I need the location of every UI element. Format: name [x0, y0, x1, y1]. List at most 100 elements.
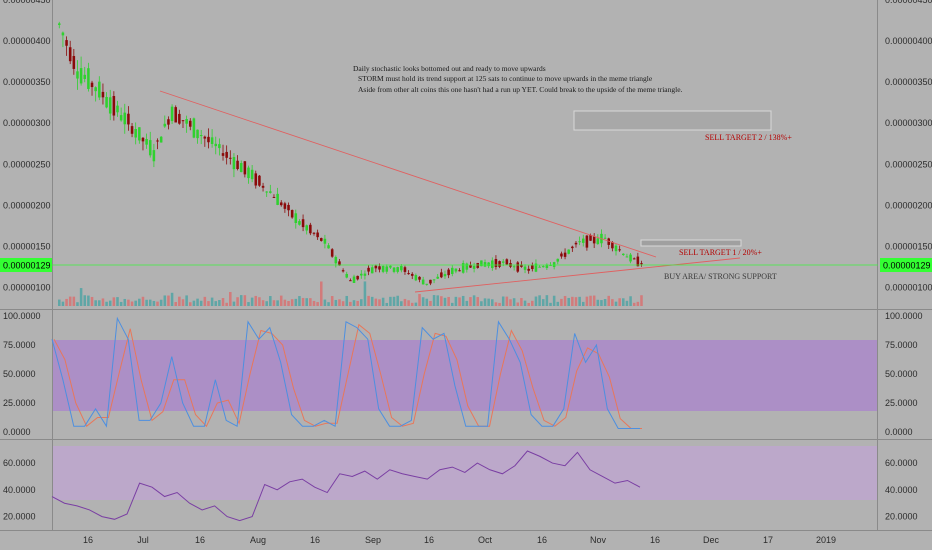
volume-bar [509, 299, 512, 306]
rsi-tick-label-right: 40.0000 [885, 485, 918, 495]
volume-bar [381, 297, 385, 306]
candle-body [203, 136, 207, 139]
x-tick-label: 17 [763, 535, 773, 545]
volume-bar [629, 296, 632, 306]
volume-bar [229, 291, 232, 306]
volume-bar [108, 300, 112, 306]
candle-body [305, 225, 308, 231]
candle-body [527, 268, 530, 271]
price-tick-label-right: 0.00000100 [885, 282, 932, 292]
volume-bar [523, 300, 527, 306]
candle-body [563, 252, 567, 257]
candle-body [156, 140, 159, 142]
volume-bar [483, 298, 487, 306]
candle-body [574, 242, 578, 245]
candle-body [425, 283, 429, 285]
last-price-tag-left [0, 258, 52, 272]
price-tick-label-right: 0.00000250 [885, 159, 932, 169]
candle-body [520, 264, 523, 267]
volume-bar [560, 298, 563, 306]
candle-body [330, 249, 334, 257]
candle-body [207, 136, 210, 143]
candle-body [199, 135, 203, 137]
volume-bars [58, 281, 643, 306]
volume-bar [607, 295, 611, 306]
x-tick-label: 16 [310, 535, 320, 545]
rsi-line-path [51, 450, 641, 522]
candle-body [607, 238, 611, 245]
volume-bar [279, 295, 283, 306]
volume-bar [345, 295, 349, 306]
lower-trend-line [414, 257, 741, 293]
volume-bar [487, 298, 490, 306]
candle-body [272, 196, 276, 198]
volume-bar [440, 296, 443, 306]
volume-bar [378, 299, 381, 306]
stoch-tick-label-left: 75.0000 [3, 340, 36, 350]
volume-bar [465, 300, 469, 306]
volume-bar [105, 301, 108, 306]
stochastic-lines [51, 316, 642, 430]
volume-bar [305, 298, 308, 306]
stoch-d-line [53, 323, 642, 430]
candle-body [167, 119, 170, 125]
candle-body [76, 71, 79, 79]
candle-body [505, 259, 509, 265]
candle-body [363, 273, 367, 276]
candle-body [334, 256, 338, 264]
volume-bar [287, 301, 290, 306]
candle-body [567, 249, 570, 254]
rsi-tick-label-left: 40.0000 [3, 485, 36, 495]
volume-bar [174, 302, 177, 306]
candle-body [625, 256, 629, 258]
axis-labels: 16 Jul 16 Aug 16 Sep 16 Oct 16 Nov 16 Dec 17 2019 0.00… [3, 0, 932, 545]
volume-bar [159, 299, 163, 306]
candle-body [127, 113, 130, 125]
upper-trend-line [159, 90, 657, 258]
sell-target-1-label: SELL TARGET 1 / 20%+ [679, 248, 762, 257]
candle-body [174, 107, 177, 123]
volume-bar [61, 301, 65, 306]
volume-bar [83, 295, 87, 306]
volume-bar [389, 296, 392, 306]
volume-bar [94, 300, 97, 306]
candle-body [498, 261, 501, 267]
volume-bar [352, 300, 356, 306]
volume-bar [341, 301, 345, 306]
stoch-tick-label-left: 100.0000 [3, 311, 41, 321]
price-tick-label-right: 0.00000200 [885, 200, 932, 210]
candle-body [378, 266, 381, 270]
volume-bar [374, 298, 378, 306]
candle-body [360, 273, 363, 276]
volume-bar [272, 300, 276, 306]
candle-body [323, 238, 327, 244]
volume-bar [65, 298, 68, 306]
candle-body [130, 126, 134, 134]
candle-body [407, 273, 410, 275]
volume-bar [218, 300, 221, 306]
volume-bar [403, 298, 407, 306]
volume-bar [207, 301, 210, 306]
candle-body [141, 137, 145, 142]
volume-bar [123, 298, 127, 306]
volume-bar [298, 296, 301, 306]
volume-bar [327, 302, 330, 306]
candle-body [578, 241, 581, 243]
candle-body [279, 202, 283, 206]
volume-bar [323, 299, 327, 306]
volume-bar [538, 295, 541, 306]
volume-bar [385, 302, 389, 306]
volume-bar [156, 301, 159, 306]
x-tick-label: Nov [590, 535, 607, 545]
volume-bar [556, 301, 560, 306]
volume-bar [534, 296, 538, 306]
volume-bar [476, 297, 480, 306]
volume-bar [199, 300, 203, 306]
price-tick-label-right: 0.00000450 [885, 0, 932, 5]
stoch-tick-label-right: 50.0000 [885, 369, 918, 379]
volume-bar [461, 295, 465, 306]
candle-body [381, 266, 385, 272]
candle-body [400, 265, 403, 271]
candle-body [229, 157, 232, 159]
volume-bar [549, 302, 552, 306]
